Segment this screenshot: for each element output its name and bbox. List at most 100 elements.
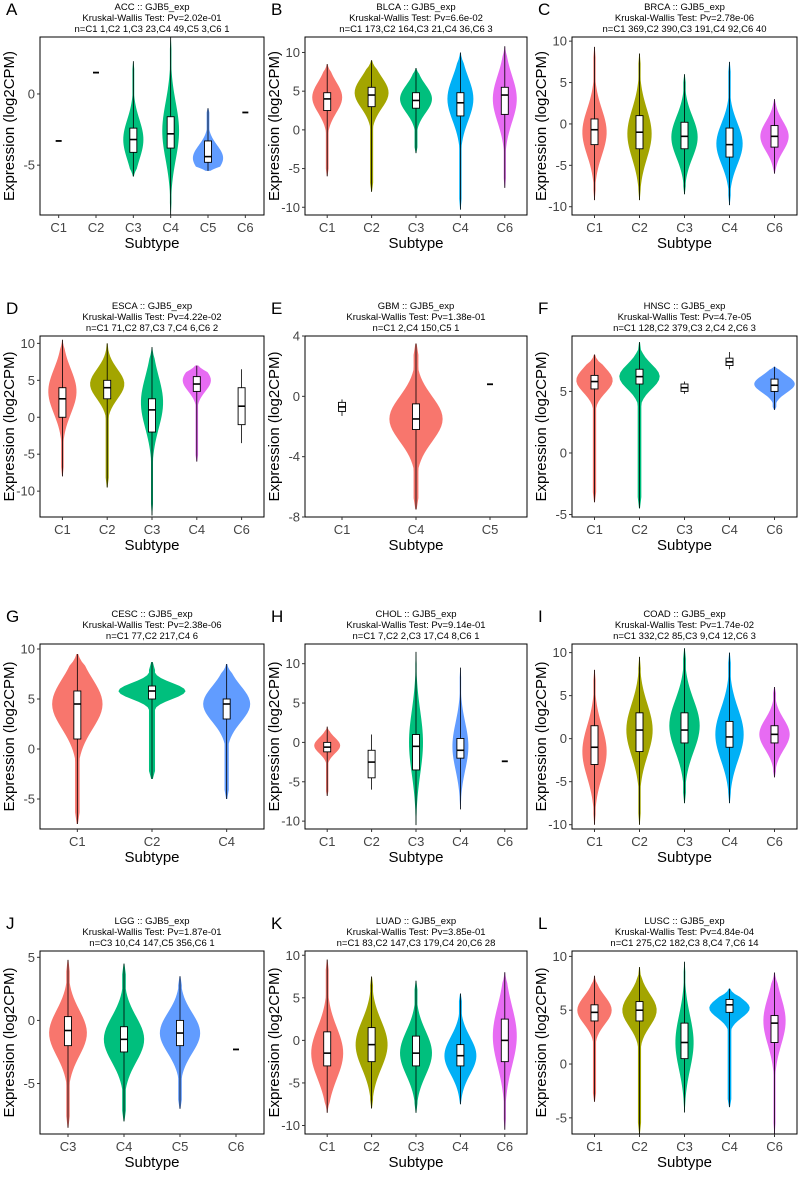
group-c2 xyxy=(627,53,652,201)
panel-letter: I xyxy=(538,607,543,626)
x-tick-label: C4 xyxy=(721,1139,738,1154)
panel-letter: C xyxy=(538,0,550,19)
x-tick-label: C1 xyxy=(69,834,86,849)
y-tick-label: -5 xyxy=(23,1076,35,1091)
x-tick-label: C1 xyxy=(586,834,603,849)
y-axis-label: Expression (log2CPM) xyxy=(1,51,18,201)
group-c1 xyxy=(582,46,607,201)
x-tick-label: C4 xyxy=(408,522,425,537)
panel-letter: B xyxy=(271,0,282,19)
kruskal-wallis-test: Kruskal-Wallis Test: Pv=1.38e-01 xyxy=(346,312,485,323)
panel-title: CHOL :: GJB5_exp xyxy=(376,609,457,620)
sample-counts: n=C1 77,C2 217,C4 6 xyxy=(106,631,198,642)
kruskal-wallis-test: Kruskal-Wallis Test: Pv=2.38e-06 xyxy=(82,620,221,631)
iqr-box xyxy=(367,86,376,108)
panel-title: HNSC :: GJB5_exp xyxy=(644,301,726,312)
x-tick-label: C5 xyxy=(200,220,217,235)
group-c3 xyxy=(140,347,164,516)
x-axis-label: Subtype xyxy=(388,849,443,866)
panel-letter: H xyxy=(271,607,283,626)
y-tick-label: 10 xyxy=(286,948,300,963)
kruskal-wallis-test: Kruskal-Wallis Test: Pv=2.78e-06 xyxy=(615,13,754,24)
y-tick-label: 0 xyxy=(560,445,567,460)
iqr-box xyxy=(222,698,231,720)
panel-title: LUSC :: GJB5_exp xyxy=(644,916,724,927)
y-tick-label: 0 xyxy=(28,1013,35,1028)
y-tick-label: 5 xyxy=(560,1003,567,1018)
iqr-box xyxy=(680,121,689,150)
y-axis-label: Expression (log2CPM) xyxy=(1,967,18,1117)
y-tick-label: 5 xyxy=(28,950,35,965)
y-tick-label: 10 xyxy=(553,949,567,964)
y-axis-label: Expression (log2CPM) xyxy=(533,661,550,811)
y-tick-label: 0 xyxy=(560,1057,567,1072)
x-tick-label: C2 xyxy=(631,1139,648,1154)
y-tick-label: 5 xyxy=(560,384,567,399)
y-tick-label: 10 xyxy=(21,642,35,657)
iqr-box xyxy=(635,1001,644,1022)
x-tick-label: C6 xyxy=(496,834,513,849)
group-c6 xyxy=(492,972,517,1130)
group-c2 xyxy=(626,656,653,825)
iqr-box xyxy=(58,387,67,418)
sample-counts: n=C1 173,C2 164,C3 21,C4 36,C6 3 xyxy=(339,24,492,35)
iqr-box xyxy=(323,1031,332,1067)
panel-letter: E xyxy=(271,299,282,318)
group-c1 xyxy=(312,64,343,177)
panel-letter: L xyxy=(538,914,547,933)
x-tick-label: C3 xyxy=(676,522,693,537)
y-tick-label: 0 xyxy=(293,389,300,404)
y-tick-label: 0 xyxy=(560,116,567,131)
kruskal-wallis-test: Kruskal-Wallis Test: Pv=1.87e-01 xyxy=(82,927,221,938)
x-tick-label: C3 xyxy=(676,834,693,849)
x-axis-label: Subtype xyxy=(657,235,712,252)
y-tick-label: 0 xyxy=(28,86,35,101)
group-c1 xyxy=(311,959,344,1113)
x-tick-label: C6 xyxy=(766,834,783,849)
plot-frame xyxy=(39,36,265,216)
y-tick-label: 5 xyxy=(28,373,35,388)
plot-area xyxy=(40,37,264,215)
group-c5 xyxy=(192,108,224,171)
iqr-box xyxy=(456,92,465,117)
sample-counts: n=C1 2,C4 150,C5 1 xyxy=(373,323,460,334)
x-tick-label: C4 xyxy=(452,220,469,235)
x-tick-label: C1 xyxy=(319,1139,336,1154)
y-tick-label: -5 xyxy=(288,1075,300,1090)
sample-counts: n=C3 10,C4 147,C5 356,C6 1 xyxy=(89,938,214,949)
sample-counts: n=C1 7,C2 2,C3 17,C4 8,C6 1 xyxy=(352,631,479,642)
y-axis-label: Expression (log2CPM) xyxy=(266,351,283,501)
group-c6 xyxy=(492,46,517,188)
x-tick-label: C4 xyxy=(721,834,738,849)
group-c2 xyxy=(367,734,376,790)
group-c1 xyxy=(48,339,77,477)
sample-counts: n=C1 1,C2 1,C3 23,C4 49,C5 3,C6 1 xyxy=(75,24,230,35)
y-tick-label: -10 xyxy=(281,1118,300,1133)
kruskal-wallis-test: Kruskal-Wallis Test: Pv=9.14e-01 xyxy=(346,620,485,631)
x-tick-label: C2 xyxy=(631,834,648,849)
group-c3 xyxy=(675,961,694,1113)
y-tick-label: 0 xyxy=(293,735,300,750)
x-axis-label: Subtype xyxy=(657,1154,712,1171)
iqr-box xyxy=(456,738,465,759)
y-tick-label: -5 xyxy=(23,447,35,462)
x-tick-label: C1 xyxy=(319,220,336,235)
x-tick-label: C1 xyxy=(586,522,603,537)
y-tick-label: -5 xyxy=(23,792,35,807)
x-tick-label: C3 xyxy=(676,220,693,235)
group-c4 xyxy=(162,37,180,215)
y-tick-label: 10 xyxy=(286,656,300,671)
panel-letter: J xyxy=(6,914,15,933)
panel-title: ESCA :: GJB5_exp xyxy=(112,301,192,312)
group-c2 xyxy=(619,342,660,509)
group-c2 xyxy=(355,976,388,1109)
group-c5 xyxy=(159,976,201,1109)
group-c4 xyxy=(389,343,443,510)
x-axis-label: Subtype xyxy=(388,537,443,554)
